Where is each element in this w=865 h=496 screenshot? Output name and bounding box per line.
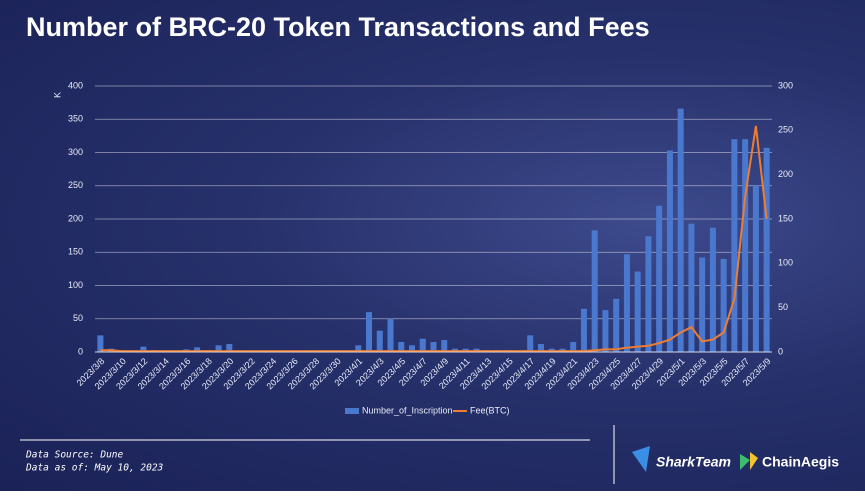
bar [634, 271, 641, 352]
bar [366, 312, 373, 352]
bar [709, 227, 716, 352]
bar [355, 345, 362, 352]
bar [623, 254, 630, 352]
bar [430, 342, 437, 352]
y-axis-label: K [52, 92, 62, 98]
y2-tick-label: 200 [778, 169, 793, 179]
sharkteam-icon [632, 446, 650, 472]
y2-tick-label: 50 [778, 302, 788, 312]
bar [613, 298, 620, 352]
bar [645, 236, 652, 352]
bar [527, 335, 534, 352]
y-tick-label: 0 [78, 346, 83, 356]
y2-tick-label: 0 [778, 346, 783, 356]
bar [752, 185, 759, 352]
bar [656, 205, 663, 352]
bar [580, 308, 587, 352]
bar [720, 258, 727, 352]
bar [537, 344, 544, 352]
bar [763, 147, 770, 352]
bar [602, 310, 609, 352]
bar [666, 150, 673, 352]
data-source: Data Source: Dune [25, 450, 124, 461]
bar [688, 223, 695, 352]
bar [742, 139, 749, 352]
data-date: Data as of: May 10, 2023 [25, 463, 164, 474]
y2-tick-label: 250 [778, 125, 793, 135]
bar [408, 345, 416, 352]
bar [591, 230, 598, 352]
y-tick-label: 250 [68, 180, 83, 190]
bar [570, 342, 577, 352]
bar [140, 346, 147, 352]
y-tick-label: 300 [68, 147, 83, 157]
bar [441, 340, 448, 352]
y2-tick-label: 150 [778, 213, 793, 223]
legend-label: Fee(BTC) [470, 405, 510, 415]
chainaegis-logo: ChainAegis [762, 454, 839, 470]
legend-label: Number_of_Inscription [362, 405, 453, 415]
bar [731, 139, 738, 352]
y-tick-label: 150 [68, 247, 83, 257]
y2-tick-label: 100 [778, 258, 793, 268]
y2-tick-label: 300 [778, 80, 793, 90]
bar [419, 338, 426, 352]
y-tick-label: 50 [73, 313, 83, 323]
y-tick-label: 200 [68, 213, 83, 223]
legend-swatch [345, 408, 359, 414]
bar [387, 318, 394, 352]
line [100, 125, 768, 353]
bar [398, 342, 405, 352]
bar [677, 108, 684, 352]
bar [376, 330, 383, 352]
y-tick-label: 400 [68, 80, 83, 90]
bar [194, 347, 201, 352]
chart-title: Number of BRC-20 Token Transactions and … [26, 12, 650, 42]
chainaegis-icon-2 [750, 452, 758, 470]
chainaegis-icon [740, 454, 750, 470]
bar [226, 344, 233, 352]
bar [97, 335, 104, 352]
bar [699, 257, 706, 352]
bar [215, 345, 222, 352]
sharkteam-logo: SharkTeam [656, 454, 731, 470]
y-tick-label: 350 [68, 114, 83, 124]
y-tick-label: 100 [68, 280, 83, 290]
